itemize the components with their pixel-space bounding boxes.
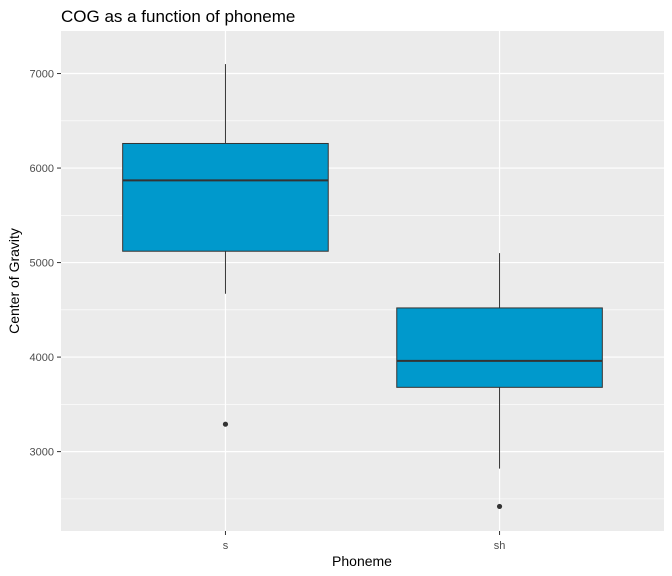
y-tick-label-1: 4000	[30, 352, 54, 364]
box-s	[122, 64, 329, 427]
y-tick-label-2: 5000	[30, 258, 54, 270]
x-axis-title: Phoneme	[332, 553, 392, 569]
x-tick-label-s: s	[223, 540, 229, 552]
box-marks	[122, 64, 603, 510]
y-tick-label-3: 6000	[30, 163, 54, 175]
x-tick-label-sh: sh	[494, 540, 506, 552]
iqr-box-s	[122, 142, 329, 252]
chart-title: COG as a function of phoneme	[61, 7, 295, 26]
y-axis-title: Center of Gravity	[6, 228, 22, 334]
plot-panel	[61, 31, 664, 531]
x-axis: s sh	[223, 531, 506, 552]
iqr-box-sh	[396, 307, 603, 388]
outlier-point-s-0	[222, 421, 229, 427]
box-sh	[396, 253, 603, 510]
y-tick-label-4: 7000	[30, 69, 54, 81]
y-tick-label-0: 3000	[30, 447, 54, 459]
outlier-point-sh-0	[496, 503, 503, 510]
y-axis: 3000 4000 5000 6000 7000	[30, 69, 61, 459]
